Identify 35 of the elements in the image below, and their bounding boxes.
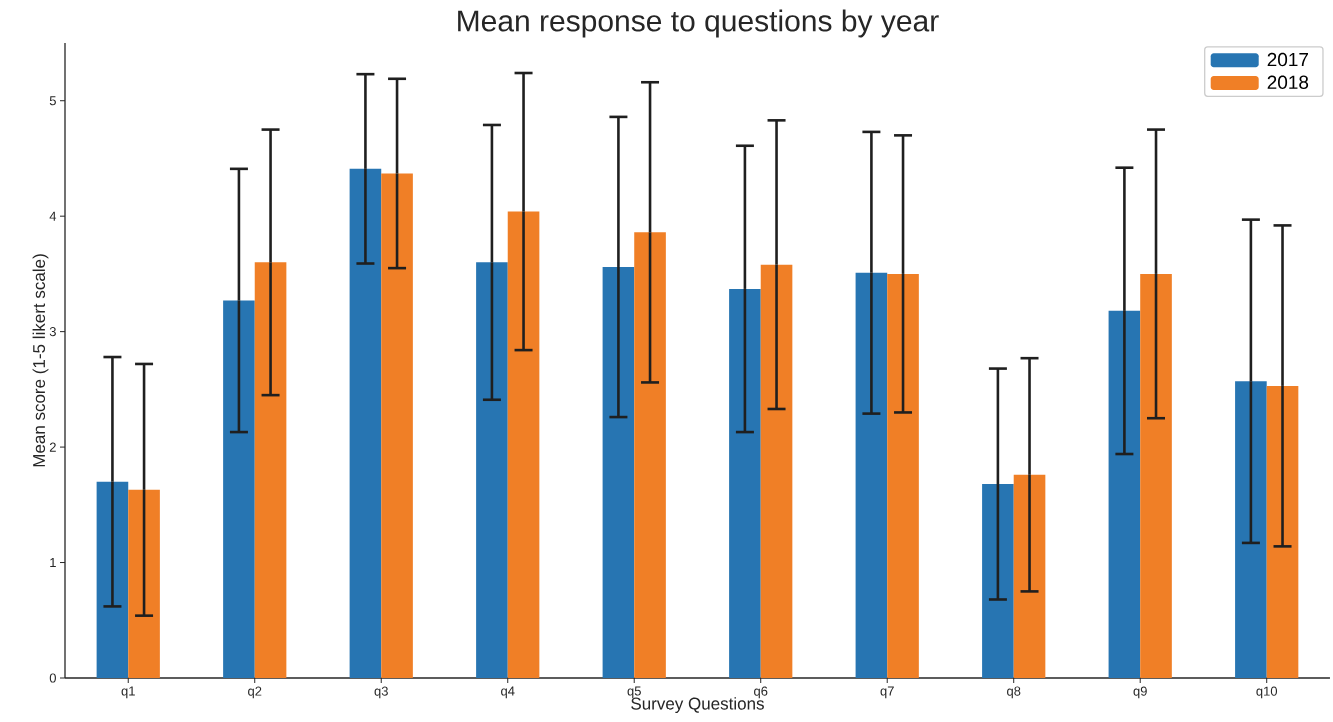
bar — [887, 273, 919, 678]
bar — [729, 288, 761, 678]
bar — [855, 272, 888, 678]
x-tick-label: q10 — [1256, 686, 1278, 699]
y-tick-label: 2 — [49, 442, 56, 452]
bar — [507, 211, 540, 678]
y-tick-label: 1 — [50, 558, 56, 568]
legend-label: 2017 — [1267, 52, 1309, 67]
bar — [1140, 273, 1172, 678]
x-tick-label: q5 — [627, 686, 641, 699]
bar — [381, 173, 413, 678]
x-tick-label: q8 — [1007, 686, 1021, 699]
x-tick-label: q7 — [880, 686, 894, 699]
legend-label: 2018 — [1267, 75, 1309, 90]
x-tick-label: q3 — [374, 686, 388, 699]
chart-title: Mean response to questions by year — [458, 9, 939, 38]
y-axis-title: Mean score (1-5 likert scale) — [32, 254, 49, 467]
x-tick-label: q6 — [754, 686, 768, 699]
bar — [1108, 310, 1141, 678]
x-tick-label: q2 — [248, 686, 262, 699]
bar — [254, 262, 287, 678]
y-tick-label: 0 — [49, 673, 56, 683]
y-tick-label: 4 — [49, 211, 57, 221]
bar — [634, 232, 666, 678]
y-tick-label: 3 — [49, 327, 56, 337]
x-axis-title: Survey Questions — [631, 697, 764, 713]
x-tick-label: q1 — [121, 686, 135, 699]
y-tick-label: 5 — [49, 96, 56, 106]
bar — [223, 300, 255, 678]
bar — [602, 266, 635, 678]
bar — [476, 262, 508, 678]
bar — [349, 168, 382, 678]
x-tick-label: q9 — [1133, 686, 1147, 699]
bar — [760, 264, 793, 678]
x-tick-label: q4 — [501, 686, 515, 699]
